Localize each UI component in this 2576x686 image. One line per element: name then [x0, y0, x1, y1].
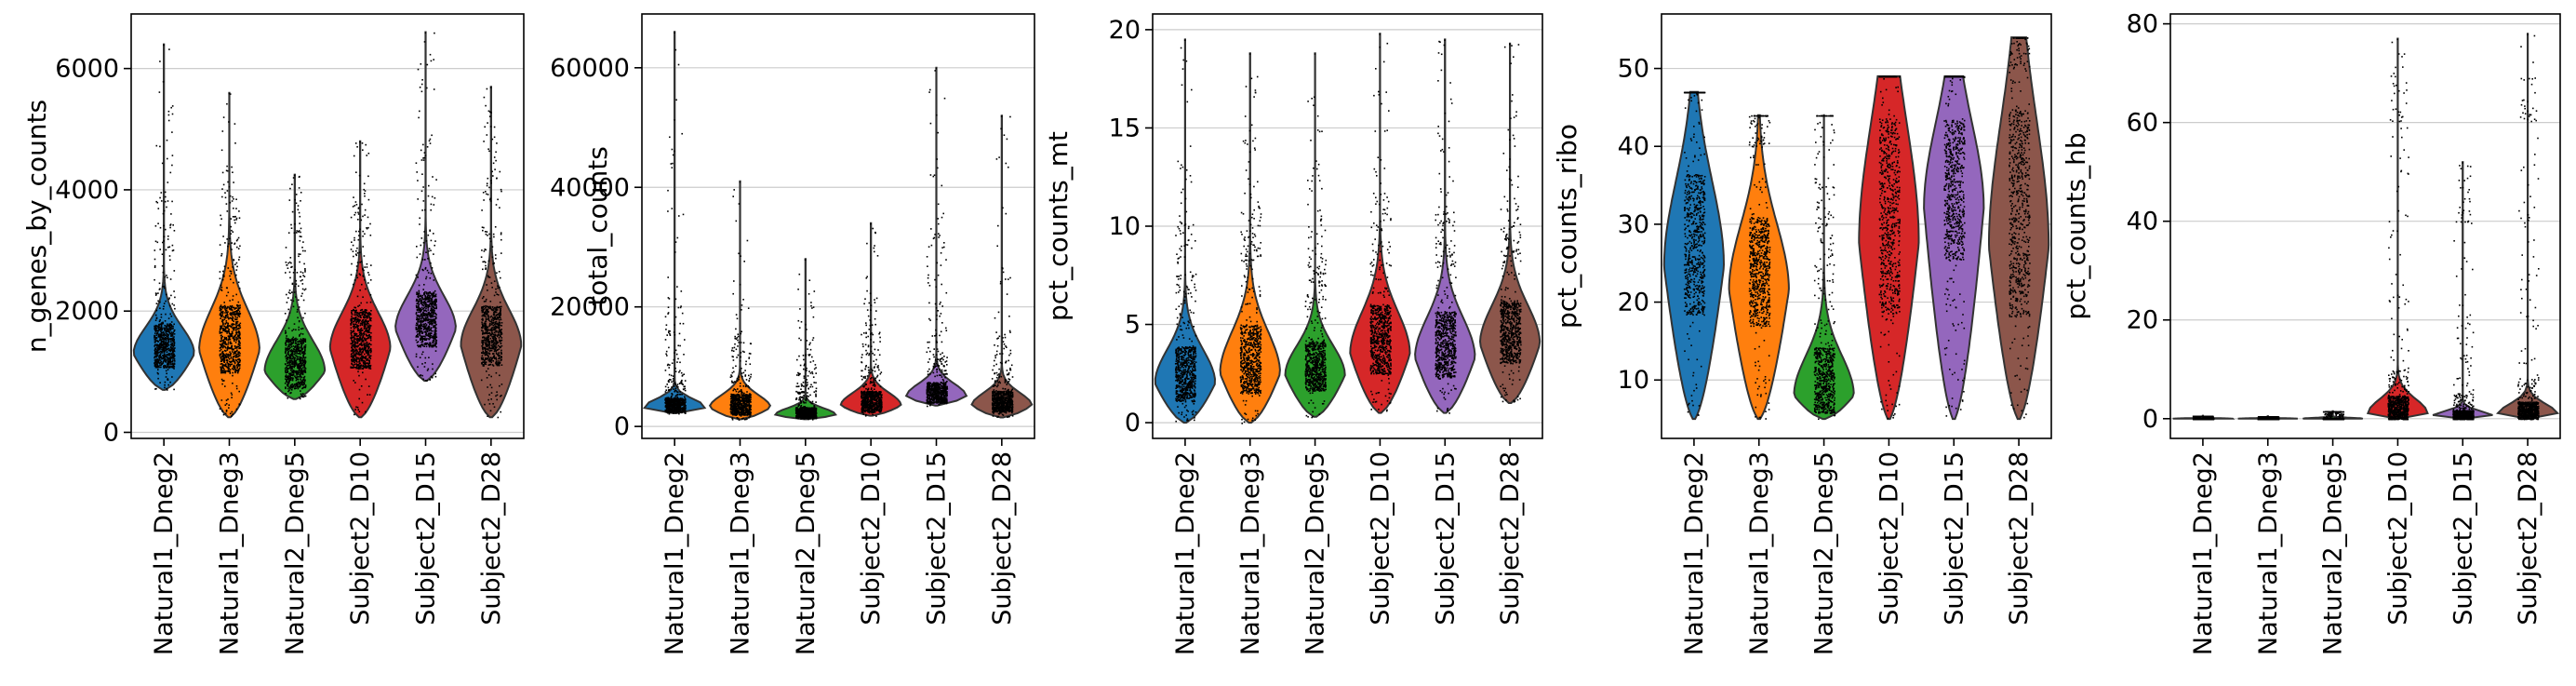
xtick-label: Natural1_Dneg2	[1171, 451, 1200, 655]
violin-6	[972, 115, 1033, 417]
xtick-label: Subject2_D28	[2514, 451, 2543, 625]
ytick-label: 60000	[550, 54, 630, 83]
xtick-label: Subject2_D15	[1940, 451, 1969, 625]
ytick-label: 0	[614, 412, 630, 441]
xtick-label: Subject2_D15	[923, 451, 952, 625]
panel-4: 10 20 30 40 50 Natural1_Dneg2 Natural1_Dneg3 Na…	[1552, 14, 2051, 655]
ytick-label: 30	[1618, 210, 1649, 239]
xtick-label: Natural1_Dneg2	[1680, 451, 1709, 655]
ytick-label: 10	[1109, 212, 1141, 241]
xtick-label: Subject2_D15	[412, 451, 441, 625]
violin-4	[330, 141, 391, 417]
xtick-label: Natural2_Dneg5	[792, 451, 821, 655]
y-axis-title: pct_counts_mt	[1043, 131, 1074, 321]
panel-5: 0 20 40 60 80 Natural1_Dneg2 Natural1_Dneg3 Nat…	[2061, 10, 2560, 656]
ytick-label: 40	[2127, 208, 2158, 236]
ytick-label: 60	[2127, 109, 2158, 138]
y-axis-title: n_genes_by_counts	[21, 100, 52, 353]
xtick-label: Subject2_D28	[477, 451, 506, 625]
axes-frame	[642, 14, 1034, 438]
xtick-label: Subject2_D15	[2449, 451, 2477, 625]
violin-1	[645, 32, 705, 413]
violin-2	[1729, 115, 1789, 419]
violin-5	[2433, 162, 2492, 419]
xtick-label: Subject2_D10	[2383, 451, 2412, 625]
xtick-label: Natural1_Dneg2	[150, 451, 179, 655]
violin-4	[2368, 39, 2427, 419]
xtick-label: Natural1_Dneg3	[1745, 451, 1774, 655]
xtick-label: Natural1_Dneg2	[661, 451, 689, 655]
ytick-label: 20	[1109, 16, 1141, 45]
xtick-label: Subject2_D10	[857, 451, 886, 625]
violin-4	[841, 223, 901, 416]
ytick-label: 15	[1109, 114, 1141, 142]
y-axis-title: total_counts	[582, 146, 613, 306]
ytick-label: 10	[1618, 366, 1649, 395]
xtick-label: Subject2_D10	[1366, 451, 1395, 625]
ytick-label: 40	[1618, 132, 1649, 161]
points-2	[2258, 416, 2280, 420]
violin-3	[776, 259, 836, 419]
xtick-label: Subject2_D28	[2005, 451, 2034, 625]
ytick-label: 4000	[55, 176, 119, 205]
xtick-label: Natural2_Dneg5	[281, 451, 310, 655]
y-axis-title: pct_counts_hb	[2061, 132, 2091, 319]
ytick-label: 80	[2127, 10, 2158, 39]
ytick-label: 0	[1125, 409, 1141, 437]
xtick-label: Natural1_Dneg3	[1236, 451, 1265, 655]
xtick-label: Subject2_D10	[346, 451, 375, 625]
xtick-label: Natural1_Dneg3	[2254, 451, 2283, 655]
ytick-label: 0	[103, 418, 119, 447]
xtick-label: Natural2_Dneg5	[1301, 451, 1330, 655]
xtick-label: Natural2_Dneg5	[1810, 451, 1839, 655]
axes-frame	[131, 14, 524, 438]
ytick-label: 20	[1618, 289, 1649, 317]
violin-4	[1350, 34, 1409, 413]
ytick-label: 6000	[55, 55, 119, 84]
axes-frame	[2170, 14, 2560, 438]
xtick-label: Natural2_Dneg5	[2319, 451, 2348, 655]
xtick-label: Subject2_D10	[1875, 451, 1903, 625]
xtick-label: Subject2_D28	[988, 451, 1017, 625]
violin-6	[461, 87, 522, 417]
y-axis-title: pct_counts_ribo	[1552, 124, 1582, 329]
ytick-label: 20	[2127, 306, 2158, 335]
ytick-label: 50	[1618, 55, 1649, 84]
violin-5	[1924, 76, 1983, 419]
panel-3: 0 5 10 15 20 Natural1_Dneg2 Natural1_Dneg3 Natu…	[1043, 14, 1542, 655]
ytick-label: 0	[2142, 405, 2158, 434]
xtick-label: Natural1_Dneg3	[216, 451, 245, 655]
violin-6	[2498, 34, 2557, 419]
xtick-label: Natural1_Dneg2	[2189, 451, 2218, 655]
xtick-label: Natural1_Dneg3	[727, 451, 755, 655]
panel-1: 0 2000 4000 6000 Natural1_Dneg2 Natural1_Dneg…	[21, 14, 524, 655]
ytick-label: 2000	[55, 297, 119, 326]
points-1	[2193, 416, 2215, 421]
xtick-label: Subject2_D15	[1431, 451, 1460, 625]
ytick-label: 5	[1125, 311, 1141, 340]
violin-1	[1664, 92, 1724, 419]
xtick-label: Subject2_D28	[1496, 451, 1525, 625]
